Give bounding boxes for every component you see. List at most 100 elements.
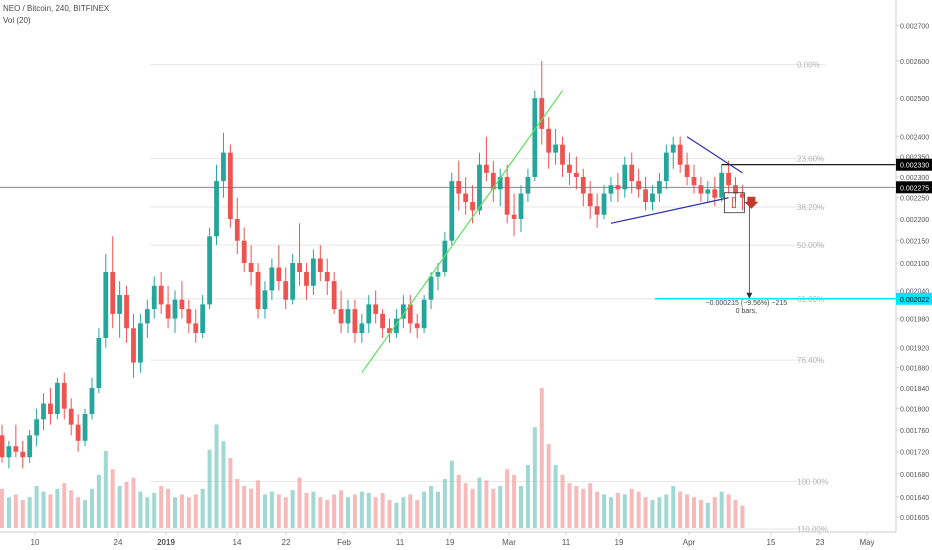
- fibonacci-retracement: 0.00%23.60%38.20%50.00%61.80%76.40%100.0…: [150, 61, 829, 534]
- projection-label: −0.000215 (−9.56%) −215: [706, 300, 788, 307]
- volume-bar: [657, 497, 662, 528]
- candle-body: [27, 435, 33, 458]
- candle-body: [41, 403, 46, 420]
- candle-body: [20, 451, 26, 458]
- volume-bar: [207, 449, 212, 528]
- candle-body: [608, 185, 614, 194]
- volume-bar: [179, 494, 184, 528]
- candle-body: [546, 128, 552, 153]
- volume-bar: [283, 497, 288, 528]
- candle-body: [380, 313, 385, 329]
- time-tick-label: 11: [562, 538, 571, 547]
- volume-bar: [539, 388, 544, 528]
- volume-bar: [103, 451, 108, 528]
- triangle-lower[interactable]: [610, 197, 729, 224]
- volume-bar: [83, 500, 88, 528]
- candle-body: [435, 272, 441, 277]
- volume-bar: [671, 486, 676, 528]
- volume-bar: [546, 444, 551, 528]
- candle-body: [172, 299, 178, 319]
- candle-body: [601, 193, 607, 215]
- candle-body: [317, 258, 323, 273]
- candle-body: [227, 152, 233, 219]
- volume-bar: [173, 497, 177, 528]
- candle-body: [359, 323, 365, 334]
- price-tick-label: 0.001840: [900, 386, 929, 393]
- candle-body: [103, 272, 109, 338]
- candle-body: [0, 435, 5, 458]
- candle-body: [560, 144, 565, 165]
- candle-body: [311, 258, 316, 286]
- candle-body: [470, 201, 475, 211]
- candle-body: [726, 172, 731, 186]
- volume-bar: [228, 458, 233, 528]
- price-label-badge: [896, 181, 932, 194]
- candlesticks: [0, 61, 745, 469]
- candle-body: [387, 328, 392, 334]
- candle-body: [165, 304, 171, 319]
- volume-bar: [297, 477, 302, 528]
- candle-body: [525, 176, 531, 194]
- volume-bar: [55, 488, 60, 528]
- volume-bar: [346, 497, 350, 528]
- candle-body: [61, 382, 67, 409]
- volume-bar: [373, 497, 378, 528]
- candle-body: [283, 281, 289, 300]
- candle-body: [117, 295, 123, 314]
- time-tick-label: 24: [114, 538, 123, 547]
- volume-bar: [256, 480, 261, 528]
- volume-bar: [152, 493, 157, 528]
- volume-bars: [0, 388, 745, 528]
- volume-bar: [650, 500, 655, 528]
- candle-body: [34, 419, 39, 436]
- candle-body: [207, 236, 212, 305]
- candle-body: [186, 309, 192, 324]
- candle-body: [345, 309, 351, 324]
- volume-bar: [27, 497, 32, 528]
- volume-bar: [387, 500, 392, 528]
- candle-body: [428, 276, 434, 300]
- candle-body: [670, 144, 676, 153]
- volume-bar: [484, 480, 489, 528]
- volume-bar: [477, 477, 482, 528]
- volume-bar: [664, 494, 669, 528]
- triangle-upper[interactable]: [686, 136, 743, 174]
- price-tick-label: 0.002150: [900, 239, 929, 246]
- candle-body: [573, 172, 579, 177]
- volume-bar: [422, 491, 427, 528]
- price-tick-label: 0.001800: [900, 407, 929, 414]
- green-support-line[interactable]: [361, 90, 564, 374]
- volume-bar: [131, 477, 136, 528]
- candle-body: [567, 164, 572, 173]
- candle-body: [539, 98, 545, 129]
- price-label-badge: [896, 292, 932, 305]
- volume-bar: [733, 500, 738, 528]
- volume-bar: [505, 469, 510, 528]
- volume-bar: [262, 494, 267, 528]
- volume-bar: [532, 427, 537, 528]
- price-tick-label: 0.001640: [900, 495, 929, 502]
- time-tick-label: 14: [233, 538, 242, 547]
- candle-body: [151, 285, 157, 310]
- candle-body: [650, 193, 655, 202]
- short-position-marker: [731, 197, 736, 209]
- volume-bar: [608, 497, 613, 528]
- price-axis-background: [896, 0, 932, 550]
- price-tick-label: 0.002200: [900, 217, 929, 224]
- volume-bar: [602, 494, 607, 528]
- price-label-text: 0.002275: [900, 185, 929, 192]
- price-tick-label: 0.001920: [900, 346, 929, 353]
- volume-bar: [380, 493, 385, 528]
- candle-body: [698, 185, 704, 194]
- short-position-box[interactable]: [723, 192, 745, 214]
- candle-body: [414, 323, 420, 329]
- candle-body: [663, 152, 669, 182]
- volume-bar: [0, 488, 4, 528]
- price-tick-label: 0.002700: [900, 23, 929, 30]
- candle-body: [193, 323, 199, 334]
- candle-body: [179, 299, 185, 310]
- price-tick-label: 0.001605: [900, 515, 929, 522]
- candle-body: [421, 299, 427, 329]
- time-tick-label: Mar: [502, 538, 516, 547]
